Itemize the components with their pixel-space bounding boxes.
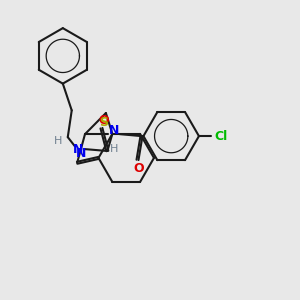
Text: Cl: Cl: [214, 130, 227, 142]
Text: N: N: [76, 147, 86, 161]
Text: S: S: [99, 116, 108, 129]
Text: N: N: [109, 124, 119, 137]
Text: O: O: [133, 162, 144, 175]
Text: H: H: [54, 136, 62, 146]
Text: H: H: [110, 144, 118, 154]
Text: N: N: [73, 142, 83, 155]
Text: O: O: [98, 114, 109, 127]
